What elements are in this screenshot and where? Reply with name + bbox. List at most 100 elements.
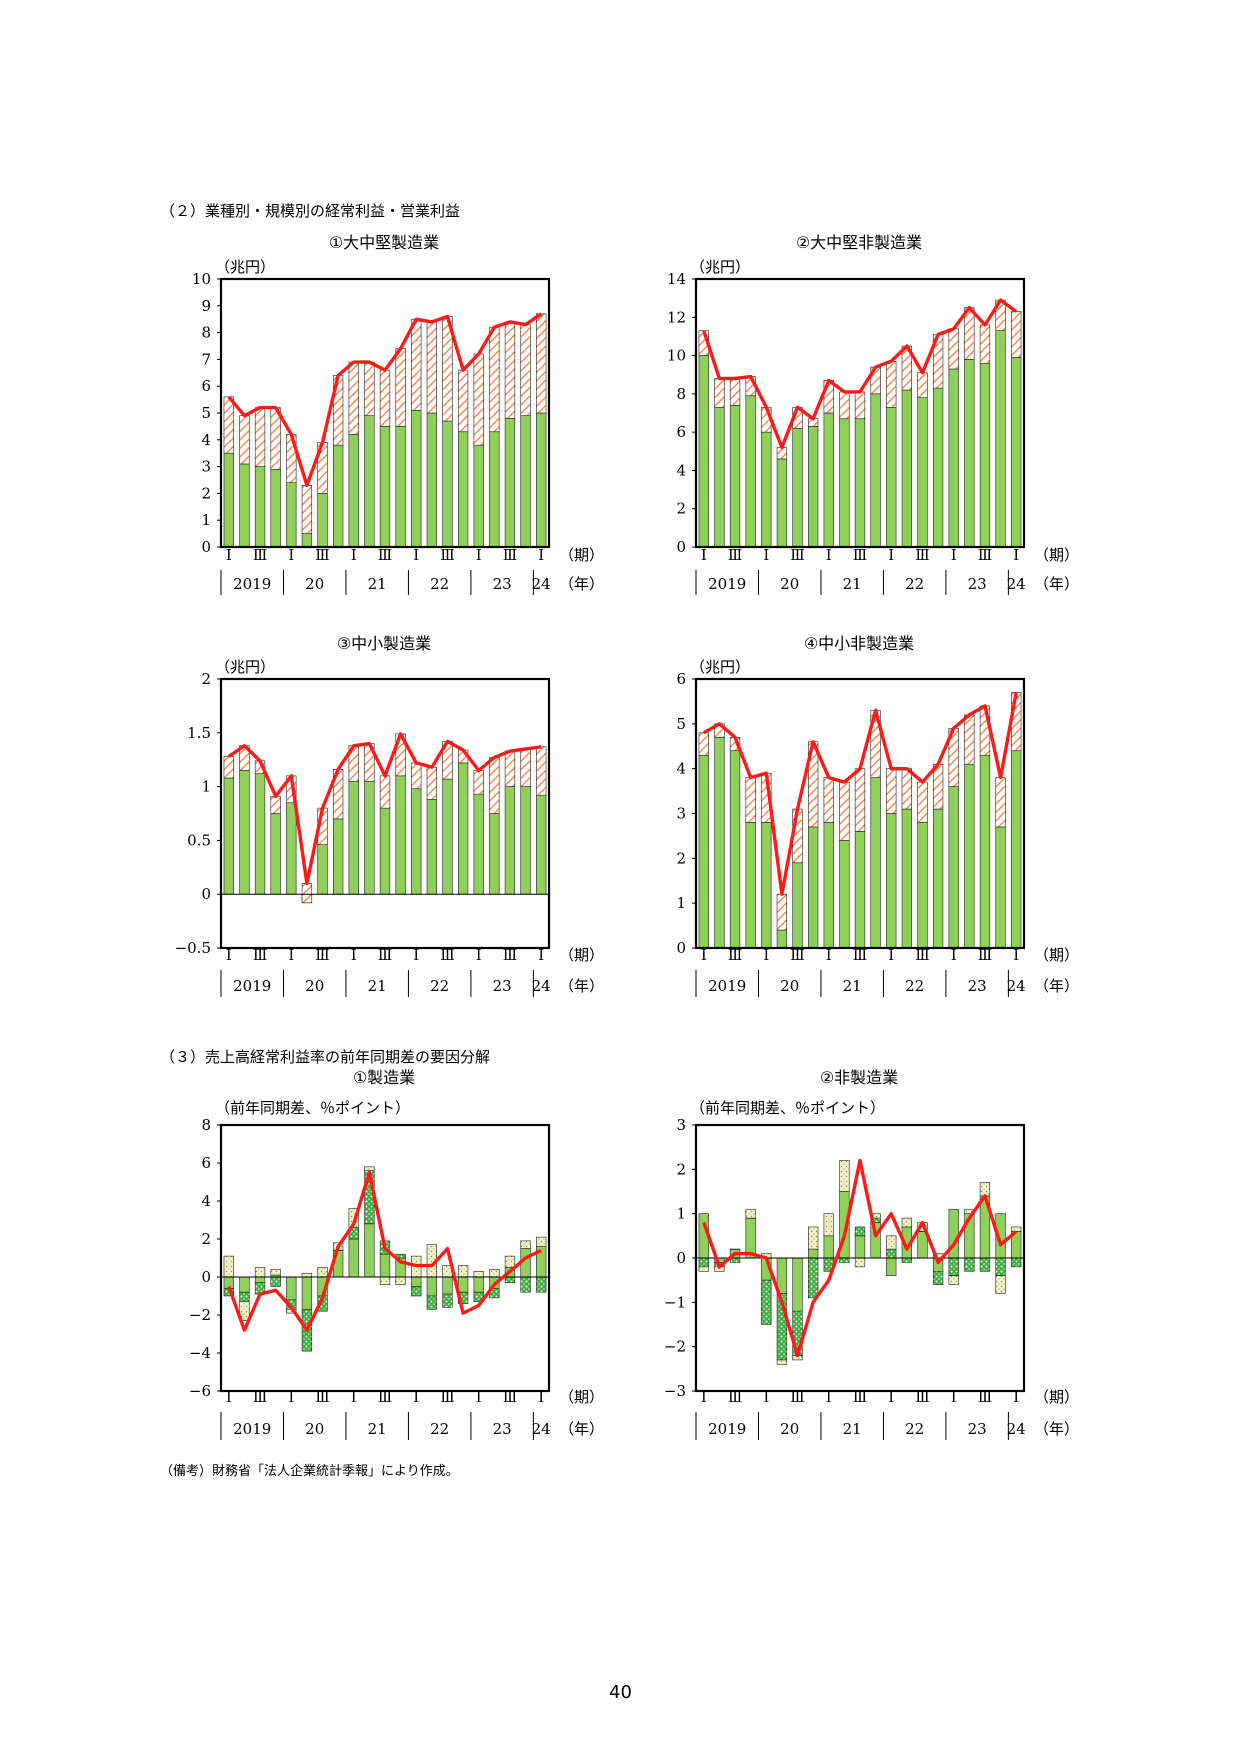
bar-non-operating-ratio	[536, 1236, 547, 1247]
bar-operating-profit	[317, 844, 328, 895]
period-tick-label: Ⅰ	[351, 1388, 357, 1406]
bar-operating-profit	[745, 822, 756, 949]
bar-non-operating-ratio	[808, 1226, 819, 1250]
bar-non-operating	[761, 406, 772, 433]
bar-cost-ratio	[520, 1248, 531, 1278]
bar-non-operating	[489, 757, 500, 814]
bar-operating-profit	[395, 775, 406, 895]
bar-operating-profit	[901, 389, 912, 548]
year-suffix: （年）	[559, 1420, 604, 1438]
bar-operating-profit	[776, 929, 788, 949]
y-tick-label: 3	[676, 1116, 686, 1134]
year-label: 21	[843, 977, 862, 995]
bar-non-operating	[379, 369, 391, 427]
bar-operating-profit	[1011, 750, 1022, 949]
annotation-ordinary-profit-ratio: 売上高経常利益率（折線）	[702, 1132, 894, 1151]
y-tick-label: 2	[676, 500, 686, 518]
bar-operating-profit	[729, 750, 741, 949]
bar-operating-profit	[698, 355, 709, 548]
bar-operating-profit	[917, 397, 928, 548]
year-suffix: （年）	[559, 575, 604, 593]
period-tick-label: Ⅲ	[790, 546, 804, 564]
bar-non-operating-ratio	[239, 1301, 250, 1321]
bar-sga-ratio	[286, 1299, 297, 1310]
year-suffix: （年）	[1034, 977, 1079, 995]
bar-non-operating-ratio	[854, 1257, 866, 1268]
bar-operating-profit	[808, 826, 819, 949]
period-tick-label: Ⅰ	[226, 946, 232, 964]
bar-cost-ratio	[286, 1276, 297, 1301]
bar-operating-profit	[317, 493, 328, 548]
bar-non-operating	[886, 768, 897, 814]
bar-cost-ratio	[823, 1235, 834, 1259]
bar-sga-ratio	[808, 1257, 819, 1299]
y-tick-label: −6	[189, 1382, 211, 1400]
bar-operating-profit	[761, 822, 772, 949]
bar-operating-profit	[729, 405, 741, 548]
y-tick-label: 9	[201, 297, 211, 315]
bar-sga-ratio	[457, 1291, 469, 1304]
bar-non-operating-ratio	[745, 1208, 756, 1219]
bar-cost-ratio	[839, 1191, 850, 1259]
year-label: 23	[493, 977, 512, 995]
bar-cost-ratio	[270, 1274, 281, 1278]
line-ordinary-profit	[702, 692, 1018, 896]
y-tick-label: 5	[676, 715, 686, 733]
y-tick-label: 0	[676, 1249, 686, 1267]
bar-cost-ratio	[364, 1223, 375, 1278]
bar-non-operating	[979, 324, 991, 364]
bar-non-operating	[1011, 692, 1022, 752]
period-tick-label: Ⅰ	[413, 546, 419, 564]
unit-label: （兆円）	[215, 258, 275, 276]
chart-title: ②大中堅非製造業	[796, 233, 922, 252]
bar-operating-profit	[457, 431, 469, 548]
period-tick-label: Ⅲ	[915, 546, 929, 564]
bar-sga-ratio	[348, 1227, 359, 1240]
bar-non-operating	[457, 369, 469, 433]
bar-cost-ratio	[442, 1276, 453, 1295]
bar-operating-profit	[964, 763, 975, 949]
bar-non-operating	[489, 326, 500, 433]
line-ordinary-profit	[227, 1170, 542, 1332]
unit-label: （兆円）	[690, 658, 750, 676]
year-suffix: （年）	[1034, 1420, 1079, 1438]
period-tick-label: Ⅲ	[978, 1388, 992, 1406]
period-tick-label: Ⅰ	[826, 946, 832, 964]
period-tick-label: Ⅲ	[440, 946, 454, 964]
bar-operating-profit	[286, 482, 297, 548]
bar-operating-profit	[995, 826, 1006, 949]
bar-non-operating	[254, 407, 266, 467]
line-ordinary-profit	[227, 312, 543, 488]
bar-cost-ratio	[792, 1257, 803, 1312]
bar-operating-profit	[223, 452, 234, 548]
y-tick-label: 8	[201, 324, 211, 342]
bar-sga-ratio	[776, 1293, 788, 1361]
period-tick-label: Ⅲ	[728, 1388, 742, 1406]
bar-cost-ratio	[239, 1276, 250, 1293]
bar-operating-profit	[333, 444, 344, 548]
year-label: 24	[1007, 1420, 1026, 1438]
bar-non-operating-ratio	[823, 1213, 834, 1237]
annotation-ordinary-profit: 経常利益（折線）	[362, 701, 490, 720]
bar-non-operating	[714, 378, 725, 408]
chart-title: ②非製造業	[820, 1068, 898, 1087]
bar-operating-profit	[823, 822, 834, 949]
bar-cost-ratio	[504, 1267, 516, 1278]
plot-background	[221, 1125, 549, 1391]
bar-non-operating	[223, 756, 234, 779]
bar-non-operating-ratio	[254, 1267, 266, 1278]
bar-non-operating	[808, 741, 819, 828]
bar-non-operating-ratio	[886, 1235, 897, 1250]
bar-non-operating-ratio	[901, 1217, 912, 1228]
bar-non-operating	[473, 770, 484, 795]
annotation-sga-ratio: 売上高販管費率	[828, 1308, 940, 1327]
bar-non-operating	[364, 361, 375, 416]
bar-cost-ratio	[995, 1213, 1006, 1259]
bar-operating-profit	[1011, 357, 1022, 548]
bar-non-operating	[364, 743, 375, 782]
bar-sga-ratio	[995, 1257, 1006, 1277]
plot-frame	[219, 277, 551, 549]
bar-non-operating-ratio	[964, 1208, 975, 1214]
